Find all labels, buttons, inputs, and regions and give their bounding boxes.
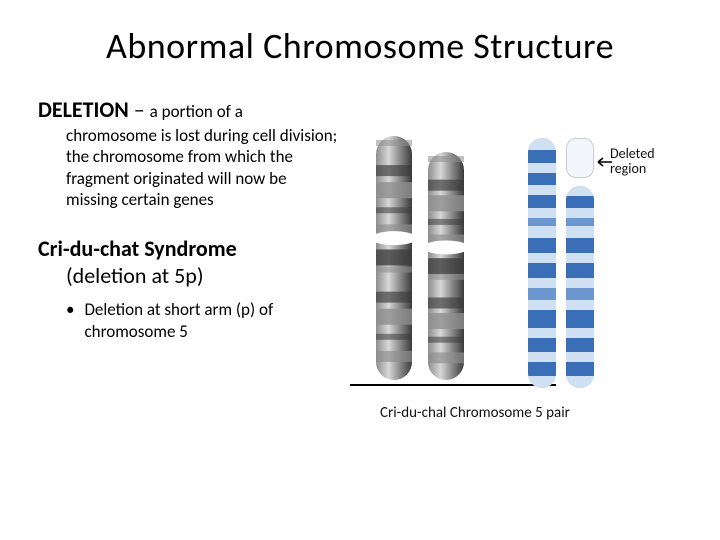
definition-block: DELETION – a portion of a chromosome is … [38,96,338,210]
definition-start: a portion of a [150,101,243,122]
bullet-text: Deletion at short arm (p) of chromosome … [84,299,338,342]
syndrome-heading: Cri-du-chat Syndrome [38,236,338,262]
figure-caption: Cri-du-chal Chromosome 5 pair [380,404,570,422]
dash: – [129,96,150,123]
slide-title: Abnormal Chromosome Structure [38,24,682,68]
photo-chromosome-right [426,150,466,382]
slide: Abnormal Chromosome Structure DELETION –… [0,0,720,540]
chromosome-figure: Deletedregion Cri-du-chal Chromosome 5 pa… [350,126,670,426]
ideogram-chromosome-right [566,186,594,388]
deleted-region-box [566,138,594,178]
bullet-icon: • [66,299,74,342]
figure-column: Deletedregion Cri-du-chal Chromosome 5 pa… [350,96,682,426]
divider-line [350,384,556,386]
ideogram-chromosome-left [528,138,556,388]
term-deletion: DELETION [38,96,129,123]
photo-chromosome-left [374,134,414,382]
arrow-icon [594,156,614,168]
content-row: DELETION – a portion of a chromosome is … [38,96,682,426]
bullet-list: • Deletion at short arm (p) of chromosom… [38,299,338,342]
deleted-region-label: Deletedregion [610,146,655,177]
list-item: • Deletion at short arm (p) of chromosom… [66,299,338,342]
syndrome-subheading: (deletion at 5p) [38,262,338,289]
text-column: DELETION – a portion of a chromosome is … [38,96,338,426]
definition-body: chromosome is lost during cell division;… [38,125,338,210]
